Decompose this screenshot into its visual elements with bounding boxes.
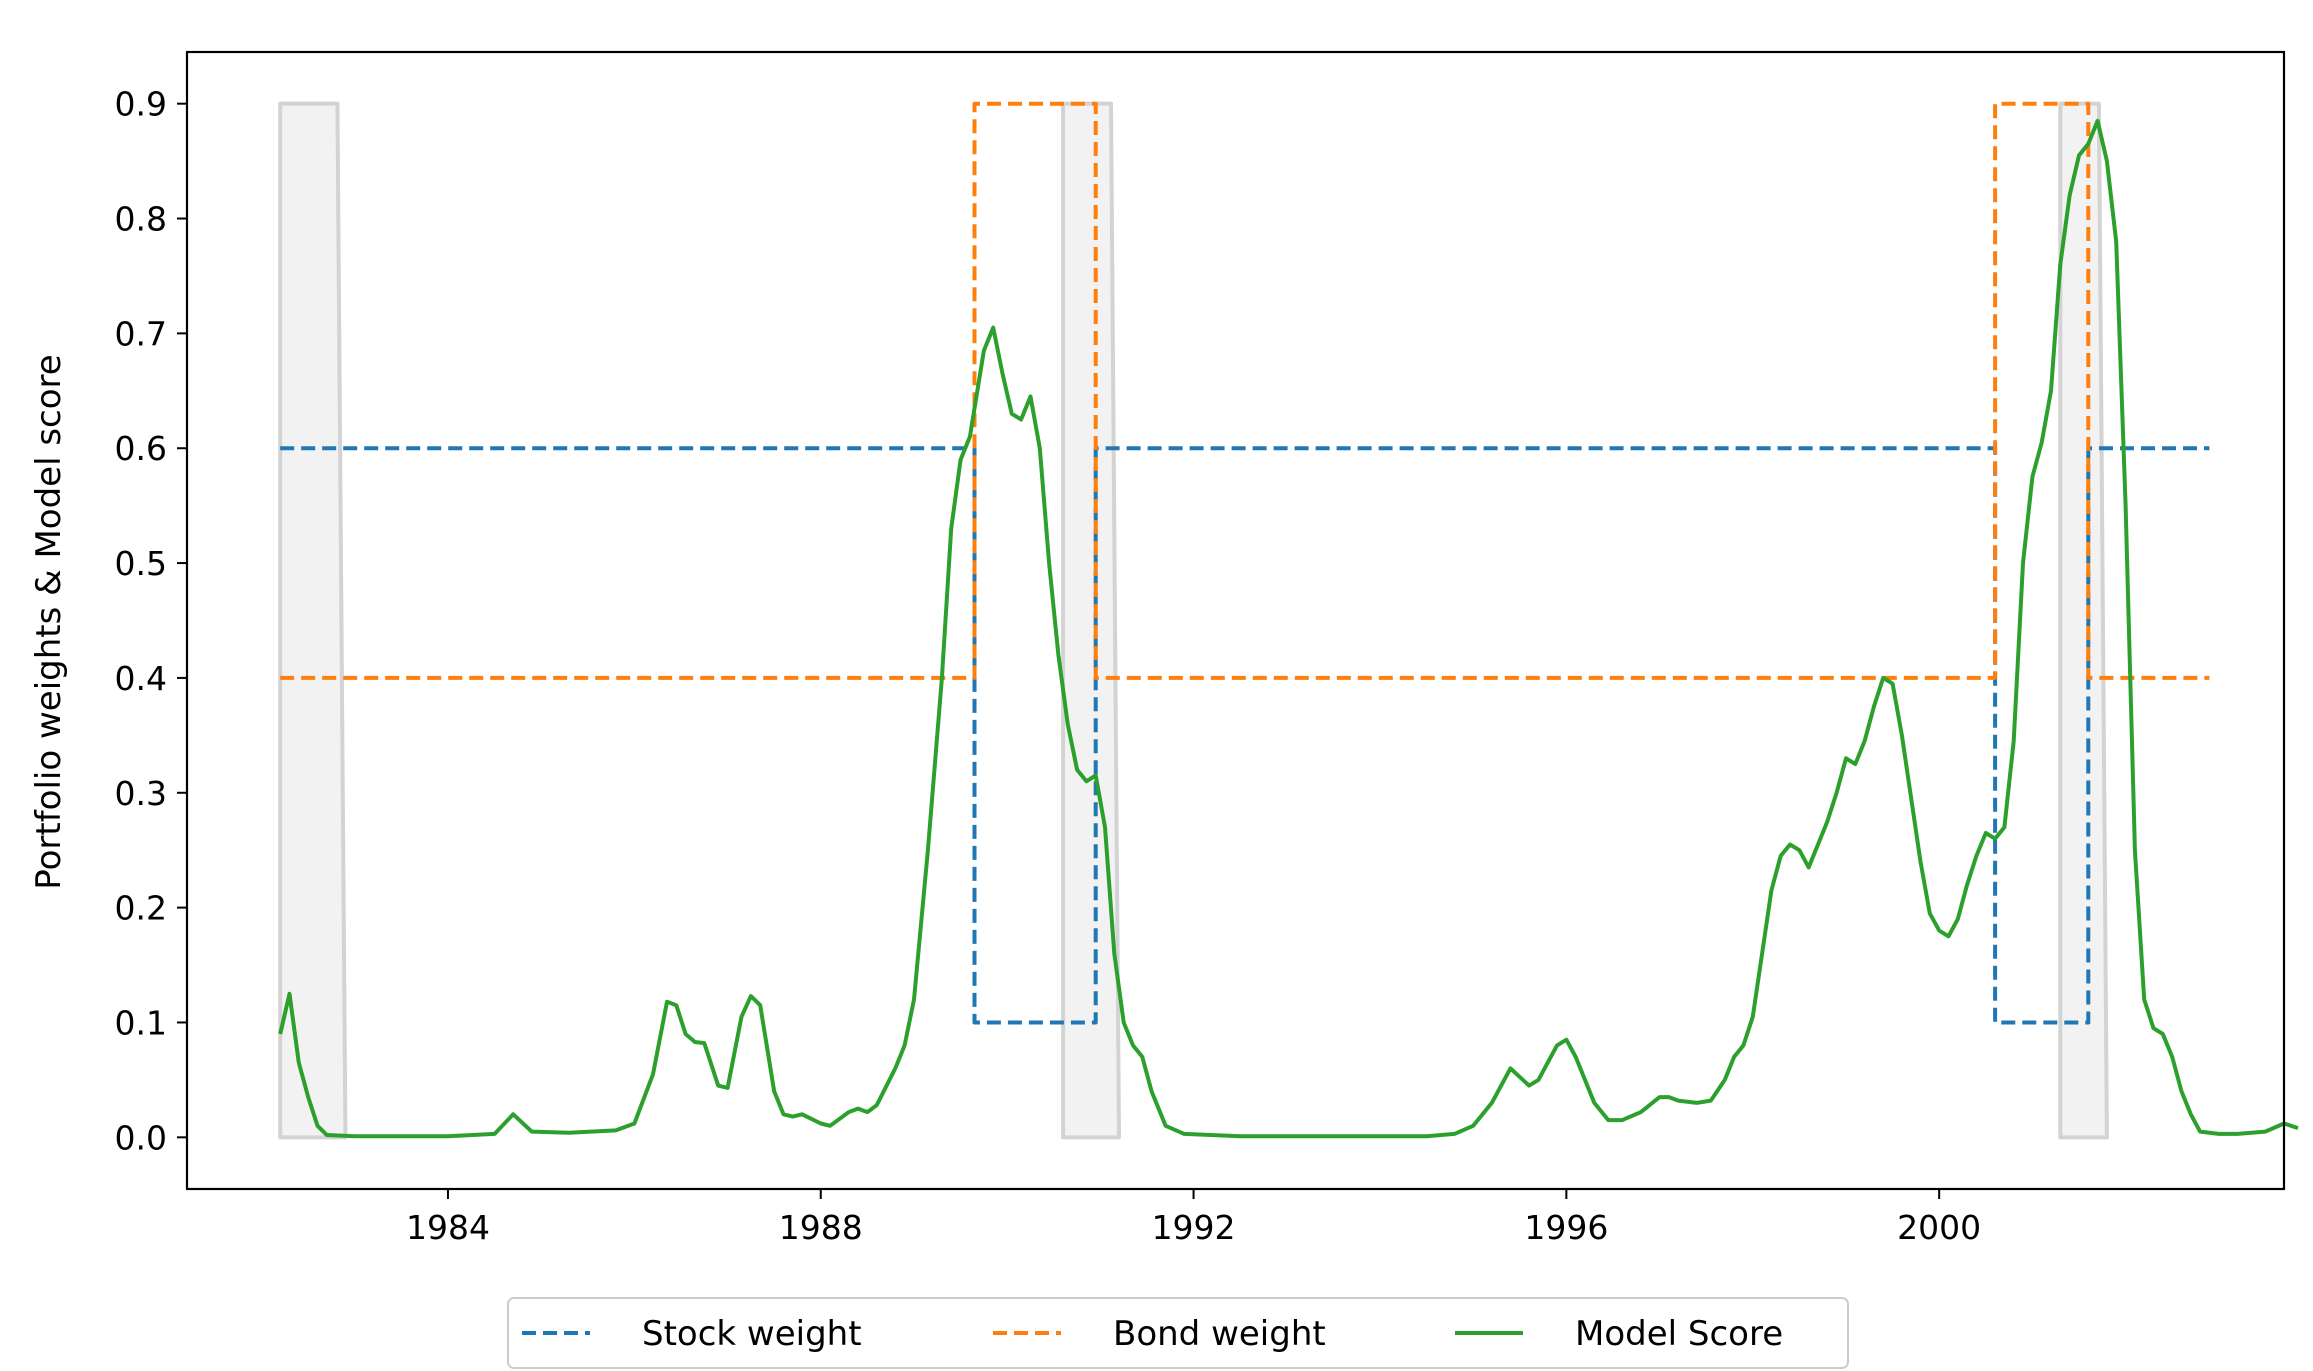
- x-axis: 1984 1988 1992 1996 2000: [406, 1189, 1981, 1247]
- y-tick-label: 0.7: [115, 314, 167, 353]
- shaded-region-3: [2058, 101, 2109, 1140]
- x-tick-label: 1988: [779, 1208, 863, 1247]
- x-tick-label: 1992: [1152, 1208, 1236, 1247]
- x-tick-label: 2000: [1897, 1208, 1981, 1247]
- y-axis: 0.0 0.1 0.2 0.3 0.4 0.5 0.6 0.7 0.8 0.9: [115, 85, 187, 1157]
- x-tick-label: 1996: [1524, 1208, 1608, 1247]
- y-tick-label: 0.5: [115, 544, 167, 583]
- legend-label-1: Stock weight: [642, 1314, 862, 1354]
- y-tick-label: 0.8: [115, 200, 167, 239]
- series-layer: [278, 101, 2299, 1139]
- y-tick-label: 0.0: [115, 1118, 167, 1157]
- shaded-regions: [278, 101, 2109, 1140]
- y-tick-label: 0.6: [115, 429, 167, 468]
- y-axis-label: Portfolio weights & Model score: [29, 354, 69, 889]
- series-line-model-score: [278, 118, 2299, 1139]
- legend-label-2: Bond weight: [1113, 1314, 1326, 1354]
- legend-box: [507, 1297, 1849, 1369]
- y-tick-label: 0.1: [115, 1003, 167, 1042]
- y-tick-label: 0.9: [115, 85, 167, 124]
- shaded-region-1: [278, 101, 348, 1140]
- y-tick-label: 0.3: [115, 774, 167, 813]
- legend-label-3: Model Score: [1575, 1314, 1783, 1354]
- plot-frame: [185, 50, 2286, 1191]
- legend: Stock weight Bond weight Model Score: [507, 1297, 1849, 1369]
- y-tick-label: 0.4: [115, 659, 167, 698]
- y-tick-label: 0.2: [115, 889, 167, 928]
- x-tick-label: 1984: [406, 1208, 490, 1247]
- shaded-region-2: [1061, 101, 1121, 1140]
